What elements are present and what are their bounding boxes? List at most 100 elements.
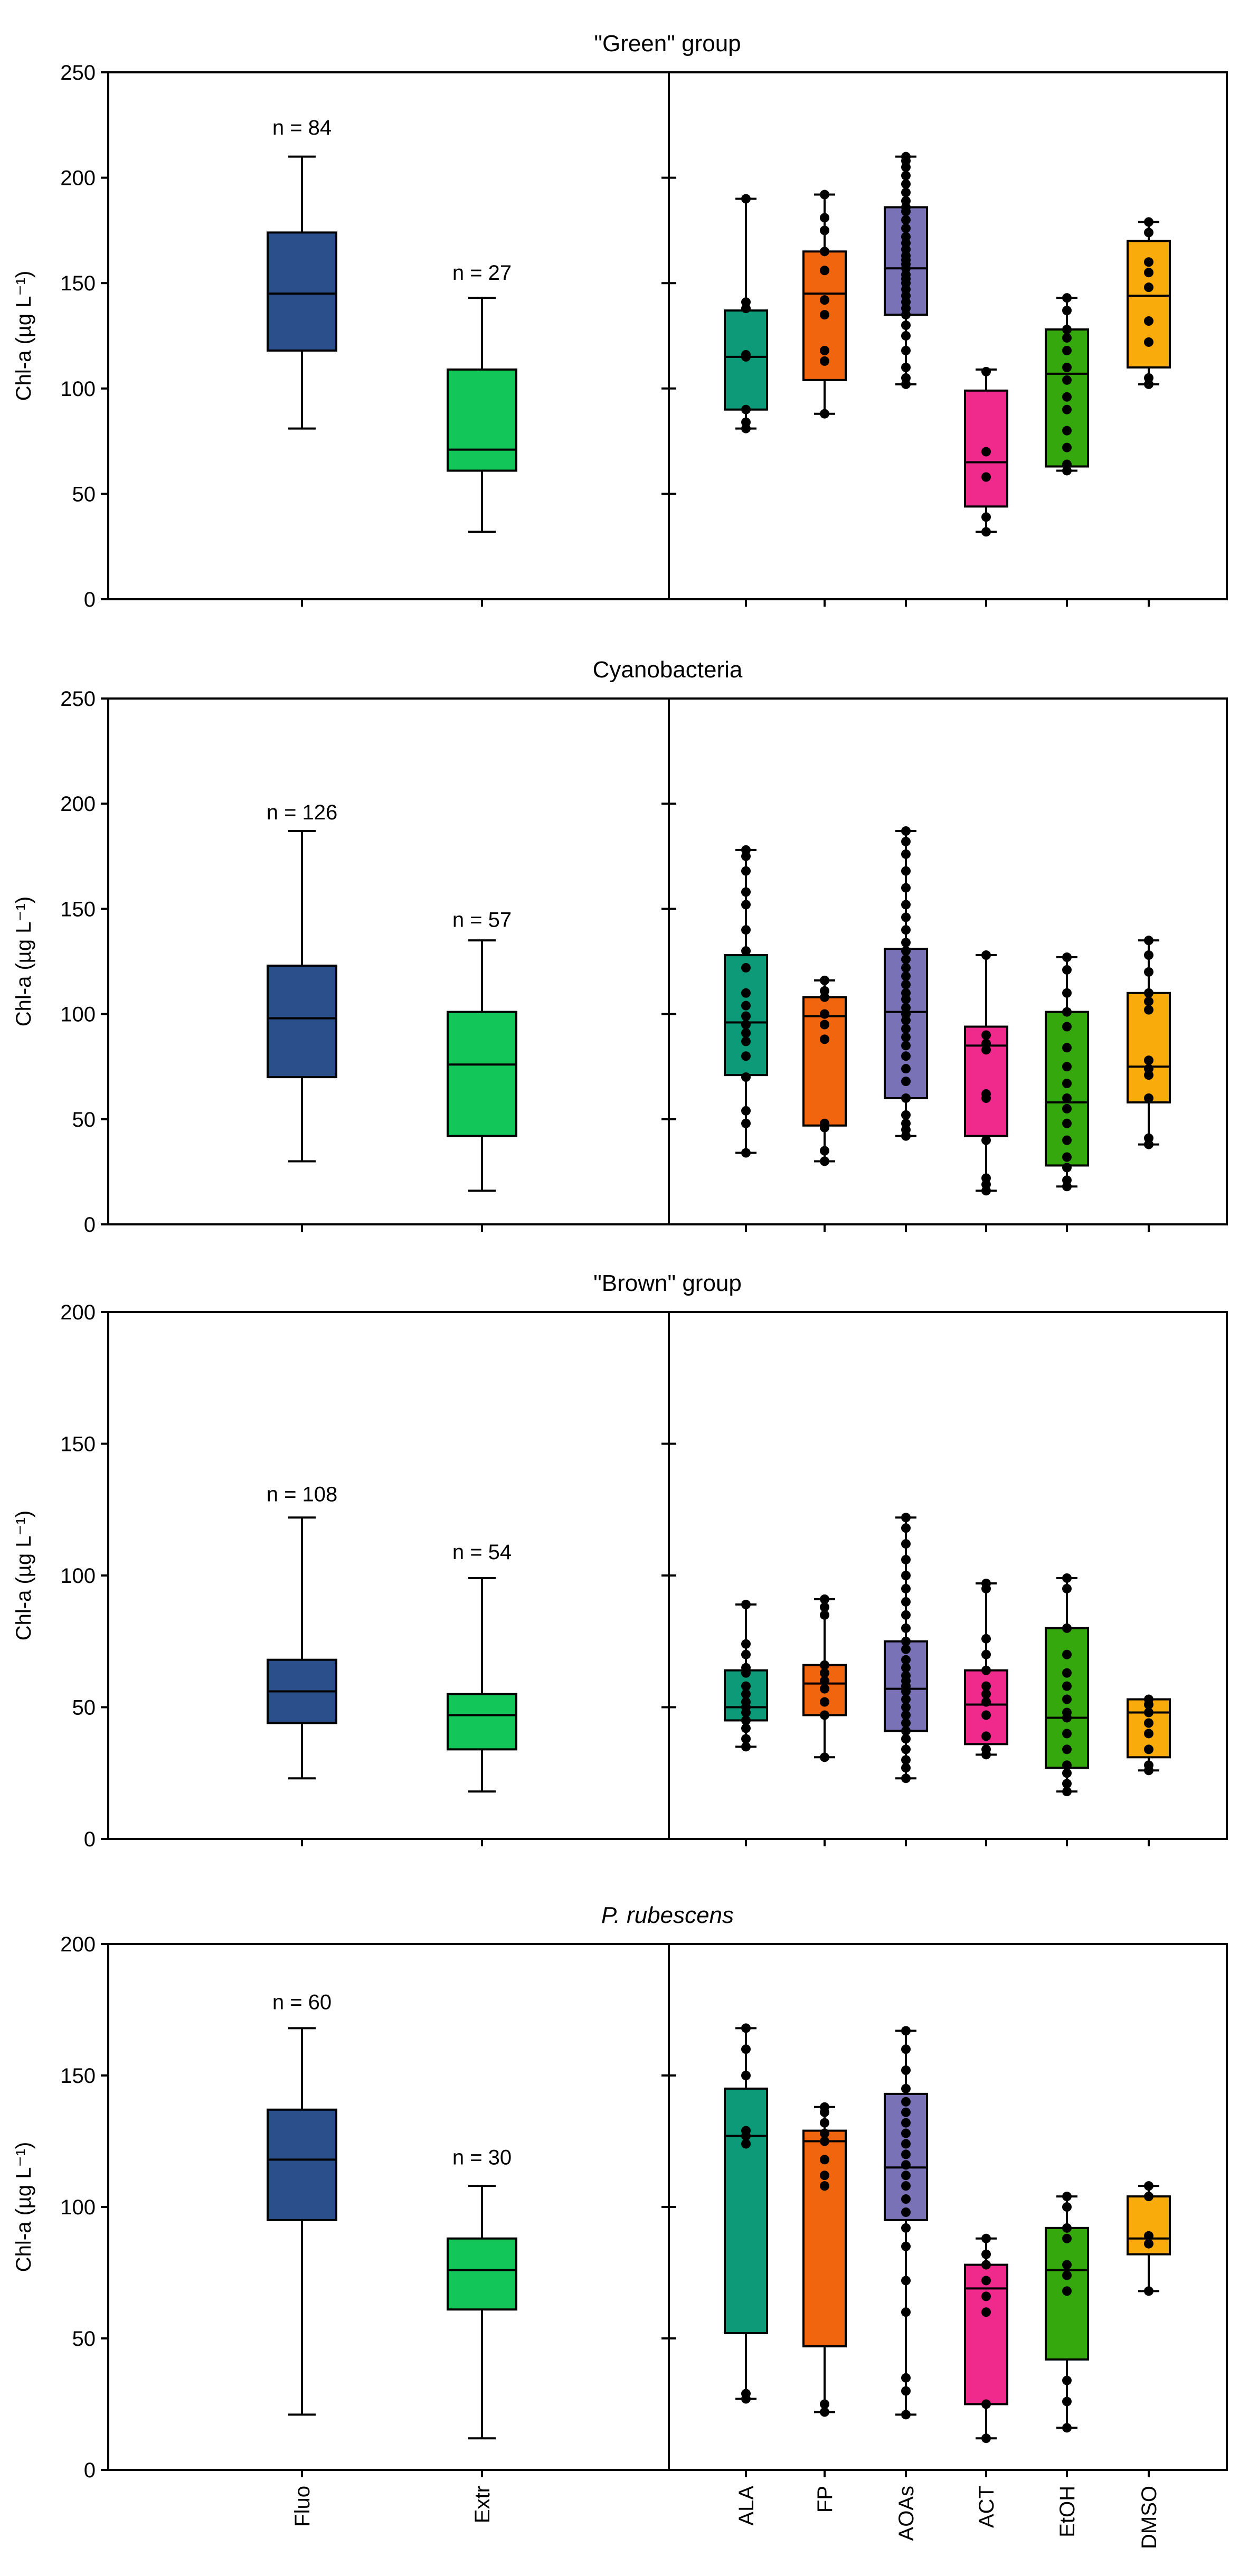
- data-point: [901, 883, 911, 893]
- data-point: [820, 190, 829, 200]
- data-point: [981, 1030, 991, 1040]
- data-point: [981, 1649, 991, 1659]
- data-point: [1062, 1118, 1072, 1128]
- data-point: [1062, 1744, 1072, 1754]
- data-point: [741, 2044, 751, 2054]
- data-point: [901, 1644, 911, 1654]
- data-point: [901, 1064, 911, 1074]
- data-point: [901, 2065, 911, 2075]
- data-point: [741, 1020, 751, 1030]
- x-axis-labels: Fluo Extr ALA FP AOAs ACT EtOH DMSO: [291, 2486, 1161, 2549]
- data-point: [901, 938, 911, 948]
- data-point: [901, 1024, 911, 1034]
- panel-title: P. rubescens: [601, 1902, 734, 1928]
- y-tick-label: 250: [60, 687, 96, 711]
- data-point: [1062, 1668, 1072, 1678]
- n-label: n = 126: [267, 801, 338, 824]
- data-point: [901, 955, 911, 965]
- box-etoh: [1045, 2192, 1089, 2433]
- data-point: [901, 2276, 911, 2286]
- data-point: [1144, 988, 1153, 998]
- n-label: n = 54: [452, 1541, 512, 1564]
- data-point: [820, 2399, 829, 2409]
- data-point: [741, 2071, 751, 2080]
- data-point: [1062, 2223, 1072, 2233]
- data-point: [901, 187, 911, 197]
- data-point: [1062, 404, 1072, 414]
- data-point: [820, 2155, 829, 2165]
- data-point: [1144, 1707, 1153, 1718]
- x-tick-label: ACT: [975, 2486, 998, 2528]
- data-point: [1062, 333, 1072, 343]
- data-point: [981, 1173, 991, 1183]
- box-fp: [802, 190, 847, 419]
- data-point: [741, 1118, 751, 1128]
- data-point: [901, 171, 911, 181]
- y-tick-label: 100: [60, 1003, 96, 1026]
- data-point: [1144, 1760, 1153, 1770]
- box-iqr: [447, 368, 517, 472]
- data-point: [1062, 1768, 1072, 1778]
- data-point: [1144, 282, 1153, 292]
- data-point: [981, 1089, 991, 1099]
- data-point: [820, 1676, 829, 1686]
- data-point: [1144, 1064, 1153, 1074]
- box-dmso: [1127, 936, 1171, 1149]
- y-tick-label: 200: [60, 792, 96, 816]
- data-point: [820, 1660, 829, 1670]
- data-point: [820, 247, 829, 257]
- y-tick-label: 50: [72, 2327, 96, 2351]
- box-extr: n = 27: [447, 261, 517, 533]
- data-point: [820, 1668, 829, 1678]
- data-point: [1144, 228, 1153, 238]
- data-point: [820, 1594, 829, 1604]
- data-point: [741, 2126, 751, 2136]
- data-point: [981, 2291, 991, 2301]
- data-point: [820, 409, 829, 419]
- box-etoh: [1045, 293, 1089, 476]
- data-point: [1062, 1079, 1072, 1089]
- panel-title: "Brown" group: [593, 1270, 742, 1296]
- y-tick-label: 50: [72, 1108, 96, 1131]
- data-point: [981, 1689, 991, 1699]
- data-point: [1062, 1787, 1072, 1797]
- data-point: [820, 1118, 829, 1128]
- data-point: [981, 512, 991, 522]
- panel-title: Cyanobacteria: [593, 657, 743, 683]
- data-point: [901, 2223, 911, 2233]
- y-axis-label: Chl-a (µg L⁻¹): [12, 1511, 35, 1640]
- data-point: [901, 179, 911, 189]
- data-point: [741, 1148, 751, 1158]
- data-point: [1144, 373, 1153, 383]
- data-point: [901, 988, 911, 998]
- data-point: [741, 1036, 751, 1046]
- data-point: [741, 2389, 751, 2399]
- box-act: [964, 950, 1008, 1196]
- y-tick-label: 200: [60, 167, 96, 190]
- data-point: [901, 215, 911, 225]
- data-point: [820, 975, 829, 985]
- data-point: [1062, 1729, 1072, 1739]
- y-tick-label: 200: [60, 1933, 96, 1956]
- data-point: [901, 1597, 911, 1607]
- data-point: [901, 2044, 911, 2054]
- box-fluo: n = 108: [267, 1483, 337, 1780]
- data-point: [901, 1032, 911, 1042]
- data-point: [901, 345, 911, 355]
- data-point: [981, 2249, 991, 2259]
- data-point: [981, 1710, 991, 1720]
- box-iqr: [447, 1011, 517, 1137]
- data-point: [1144, 1729, 1153, 1739]
- data-point: [1062, 1760, 1072, 1770]
- data-point: [901, 1571, 911, 1580]
- data-point: [820, 295, 829, 305]
- data-point: [901, 1694, 911, 1704]
- data-point: [741, 988, 751, 998]
- y-tick-label: 100: [60, 378, 96, 401]
- box-act: [964, 1578, 1008, 1760]
- data-point: [1062, 2286, 1072, 2296]
- data-point: [901, 1623, 911, 1633]
- data-point: [741, 194, 751, 204]
- data-point: [1062, 442, 1072, 452]
- data-point: [741, 925, 751, 935]
